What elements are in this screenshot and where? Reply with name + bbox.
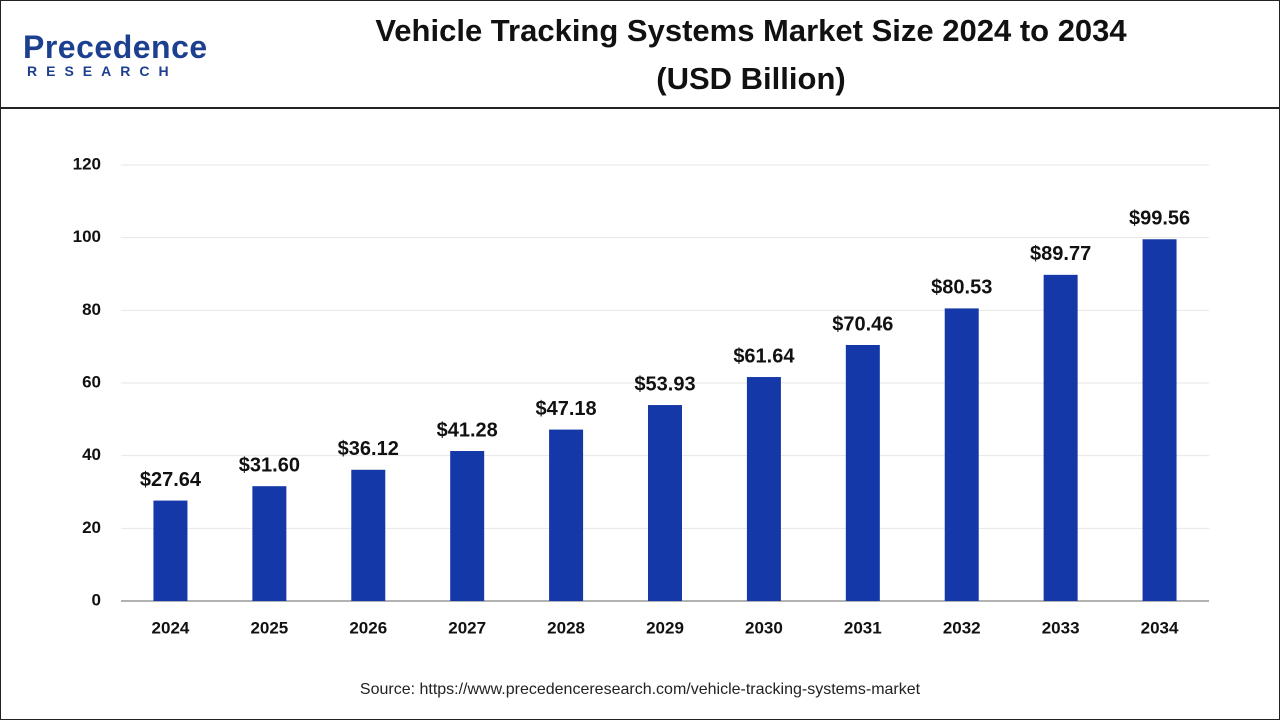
source-note: Source: https://www.precedenceresearch.c… <box>359 681 921 698</box>
data-label: $99.56 <box>1129 208 1190 230</box>
x-tick-label: 2029 <box>646 618 684 637</box>
logo-tagline: RESEARCH <box>27 63 178 79</box>
chart-title: Vehicle Tracking Systems Market Size 202… <box>375 13 1127 48</box>
x-tick-label: 2027 <box>448 618 486 637</box>
y-tick-label: 80 <box>82 300 101 319</box>
data-label: $36.12 <box>338 438 399 460</box>
data-label: $47.18 <box>536 398 597 420</box>
bar <box>944 308 979 601</box>
y-tick-label: 40 <box>82 445 101 464</box>
data-label: $31.60 <box>239 454 300 476</box>
data-label: $89.77 <box>1030 243 1091 265</box>
bar <box>1043 274 1078 601</box>
bar <box>648 405 682 601</box>
x-tick-label: 2025 <box>250 618 288 637</box>
data-label: $27.64 <box>140 469 202 491</box>
chart-subtitle: (USD Billion) <box>656 61 846 96</box>
data-label: $70.46 <box>832 313 893 335</box>
x-tick-label: 2024 <box>152 618 190 637</box>
x-tick-label: 2033 <box>1042 618 1080 637</box>
data-label: $41.28 <box>437 419 498 441</box>
bar <box>450 451 485 601</box>
data-label: $80.53 <box>931 277 992 299</box>
y-tick-label: 100 <box>73 227 101 246</box>
bar <box>153 500 188 601</box>
bar <box>351 469 386 601</box>
x-tick-label: 2030 <box>745 618 783 637</box>
bar <box>1142 239 1177 602</box>
bar <box>746 377 781 601</box>
data-label: $61.64 <box>733 345 795 367</box>
x-tick-label: 2031 <box>844 618 882 637</box>
x-tick-label: 2026 <box>349 618 387 637</box>
logo-name: Precedence <box>23 29 208 65</box>
bar <box>252 486 287 601</box>
y-tick-label: 20 <box>82 518 101 537</box>
x-tick-label: 2028 <box>547 618 585 637</box>
x-tick-label: 2034 <box>1141 618 1179 637</box>
bar <box>845 344 880 601</box>
y-tick-label: 60 <box>82 372 101 391</box>
data-label: $53.93 <box>634 373 695 395</box>
bar <box>549 429 584 601</box>
y-tick-label: 120 <box>73 154 101 173</box>
header: Precedence RESEARCH Vehicle Tracking Sys… <box>1 1 1279 109</box>
x-tick-label: 2032 <box>943 618 981 637</box>
y-tick-label: 0 <box>92 590 101 609</box>
